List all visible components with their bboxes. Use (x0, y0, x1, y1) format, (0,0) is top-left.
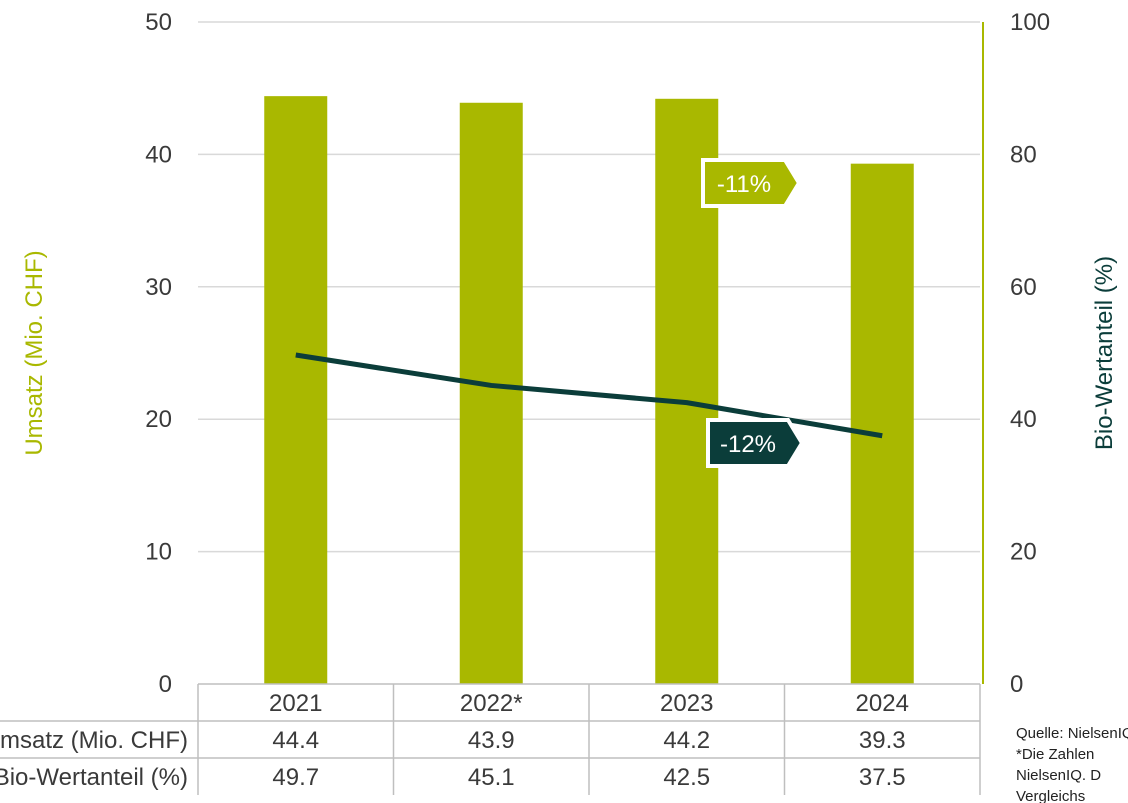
bar-series (264, 96, 914, 685)
x-tick-label: 2023 (660, 690, 713, 717)
x-tick-label: 2022* (460, 690, 523, 717)
y-axis-title: Umsatz (Mio. CHF) (21, 250, 48, 455)
bar (459, 102, 523, 685)
series-line (295, 352, 883, 439)
callout-bar-change-text: -11% (717, 171, 771, 198)
source-line: *Die Zahlen (1016, 746, 1094, 763)
gridlines (198, 21, 980, 553)
source-line: NielsenIQ. D (1016, 767, 1101, 784)
y2-tick-label: 40 (1010, 406, 1037, 433)
table-row-label: Umsatz (Mio. CHF) (0, 727, 188, 754)
callouts: -11% -12% (701, 158, 805, 468)
table-row-label: Bio-Wertanteil (%) (0, 764, 188, 791)
x-tick-label: 2024 (856, 690, 909, 717)
y-tick-label: 40 (145, 141, 172, 168)
y-tick-label: 30 (145, 274, 172, 301)
callout-bar-change-box (701, 158, 802, 208)
y-tick-label: 20 (145, 406, 172, 433)
y2-tick-label: 20 (1010, 539, 1037, 566)
table-cell: 49.7 (272, 764, 319, 791)
y-tick-label: 50 (145, 9, 172, 36)
y2-tick-label: 60 (1010, 274, 1037, 301)
line-series (295, 352, 883, 439)
y2-axis-title: Bio-Wertanteil (%) (1091, 256, 1118, 450)
source-line: Quelle: NielsenIQ (1016, 725, 1128, 742)
table-cell: 37.5 (859, 764, 906, 791)
y-tick-label: 10 (145, 539, 172, 566)
table-cell: 39.3 (859, 727, 906, 754)
source-line: Vergleichs (1016, 788, 1085, 803)
table-cell: 45.1 (468, 764, 515, 791)
table-cell: 44.4 (272, 727, 319, 754)
axes: 0 10 20 30 40 50 0 20 40 60 80 100 Umsatz (Mio. CHF)… (21, 9, 1118, 698)
callout-line-change-box (706, 418, 805, 468)
table-cell: 44.2 (663, 727, 710, 754)
y-tick-label: 0 (159, 671, 172, 698)
callout-line-change-text: -12% (720, 431, 776, 458)
table-cell: 42.5 (663, 764, 710, 791)
bar (850, 163, 914, 685)
y2-tick-label: 0 (1010, 671, 1023, 698)
data-table: 2021 2022* 2023 2024 Umsatz (Mio. CHF) 44.4 43… (0, 683, 981, 795)
table-cell: 43.9 (468, 727, 515, 754)
source-note: Quelle: NielsenIQ *Die Zahlen NielsenIQ. D… (1016, 725, 1128, 803)
y2-tick-label: 100 (1010, 9, 1050, 36)
bar (264, 96, 328, 685)
x-tick-label: 2021 (269, 690, 322, 717)
y2-tick-label: 80 (1010, 141, 1037, 168)
